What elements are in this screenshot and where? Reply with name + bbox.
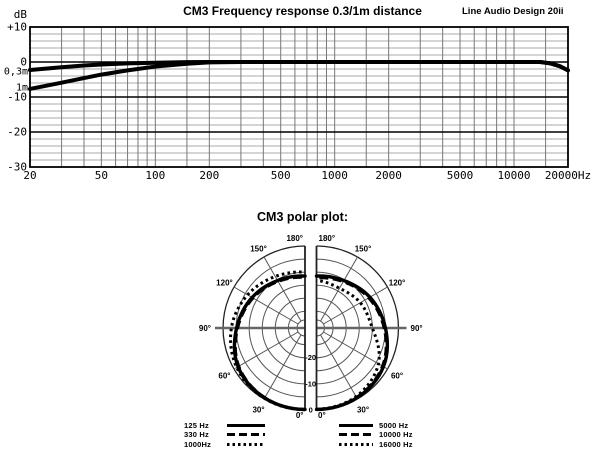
freq-chart-title: CM3 Frequency response 0.3/1m distance <box>183 4 422 18</box>
x-tick-label: 20000Hz <box>545 169 591 182</box>
polar-angle-label: 0° <box>296 411 304 420</box>
legend-line-sample <box>227 423 265 427</box>
brand-label: Line Audio Design 20ii <box>462 6 564 17</box>
polar-half-left <box>215 245 306 411</box>
x-tick-label: 500 <box>271 169 291 182</box>
y-tick-label: 0 <box>20 56 27 69</box>
legend-item: 16000 Hz <box>339 440 413 449</box>
polar-r-tick-label: -20 <box>305 353 316 362</box>
legend-item: 125 Hz <box>184 421 265 430</box>
polar-angle-label: 30° <box>357 406 369 415</box>
x-tick-label: 50 <box>95 169 108 182</box>
legend-line-sample <box>227 433 265 437</box>
x-tick-label: 10000 <box>497 169 530 182</box>
polar-angle-label: 60° <box>218 372 230 381</box>
y-axis-unit-label: dB <box>13 8 27 21</box>
x-tick-label: 200 <box>199 169 219 182</box>
freq-curve-1m <box>28 60 570 91</box>
legend-line-sample <box>227 442 265 446</box>
polar-angle-label: 0° <box>318 411 326 420</box>
x-tick-label: 5000 <box>447 169 474 182</box>
polar-angle-label: 60° <box>391 372 403 381</box>
polar-curve-1000Hz <box>228 270 306 412</box>
legend-label: 125 Hz <box>184 420 209 430</box>
legend-line-sample <box>339 423 373 427</box>
polar-curve-330-Hz <box>233 275 306 411</box>
polar-curve-10000-Hz <box>316 276 388 411</box>
polar-angle-label: 120° <box>389 279 406 288</box>
polar-plot-title: CM3 polar plot: <box>257 210 348 224</box>
freq-grid <box>29 26 569 168</box>
y-tick-label: +10 <box>7 21 27 34</box>
legend-item: 1000Hz <box>184 440 265 449</box>
polar-angle-label: 90° <box>411 324 423 333</box>
y-tick-label: -20 <box>7 126 27 139</box>
freq-curve-label: 1m <box>16 83 28 94</box>
legend-label: 10000 Hz <box>379 430 413 440</box>
y-tick-label: -10 <box>7 91 27 104</box>
legend-label: 16000 Hz <box>379 439 413 449</box>
freq-curve-label: 0,3m <box>4 67 28 78</box>
polar-r-tick-label: 0 <box>309 406 313 415</box>
legend-item: 10000 Hz <box>339 430 413 440</box>
x-tick-label: 2000 <box>375 169 402 182</box>
legend-item: 5000 Hz <box>339 421 413 430</box>
polar-plot-chart: 30° 60° 90° 120° 150° 180° 0° 30° 60° 90° 120° 150°… <box>199 234 423 420</box>
legend-line-sample <box>339 442 373 446</box>
polar-radial-labels: 0 -10 -20 <box>305 353 316 414</box>
x-tick-label: 100 <box>145 169 165 182</box>
legend-label: 330 Hz <box>184 430 209 440</box>
polar-r-tick-label: -10 <box>305 379 316 388</box>
polar-legend-left: 125 Hz 330 Hz 1000Hz <box>184 421 265 449</box>
legend-line-sample <box>339 433 373 437</box>
polar-legend-right: 5000 Hz 10000 Hz 16000 Hz <box>339 421 413 449</box>
polar-angle-label: 150° <box>355 244 372 253</box>
x-tick-label: 1000 <box>321 169 348 182</box>
polar-angle-labels-left: 30° 60° 90° 120° 150° 180° 0° <box>199 234 304 420</box>
legend-label: 1000Hz <box>184 439 212 449</box>
polar-angle-label: 180° <box>319 234 336 243</box>
legend-item: 330 Hz <box>184 430 265 440</box>
legend-label: 5000 Hz <box>379 420 409 430</box>
polar-angle-labels-right: 30° 60° 90° 120° 150° 180° 0° <box>318 234 423 420</box>
x-tick-label: 20 <box>23 169 36 182</box>
y-tick-label: -30 <box>7 161 27 174</box>
polar-angle-label: 150° <box>250 244 267 253</box>
polar-curve-16000-Hz <box>316 279 381 411</box>
polar-angle-label: 90° <box>199 324 211 333</box>
polar-half-right <box>315 245 407 411</box>
polar-angle-label: 180° <box>286 234 303 243</box>
polar-angle-label: 30° <box>252 406 264 415</box>
polar-angle-label: 120° <box>216 279 233 288</box>
